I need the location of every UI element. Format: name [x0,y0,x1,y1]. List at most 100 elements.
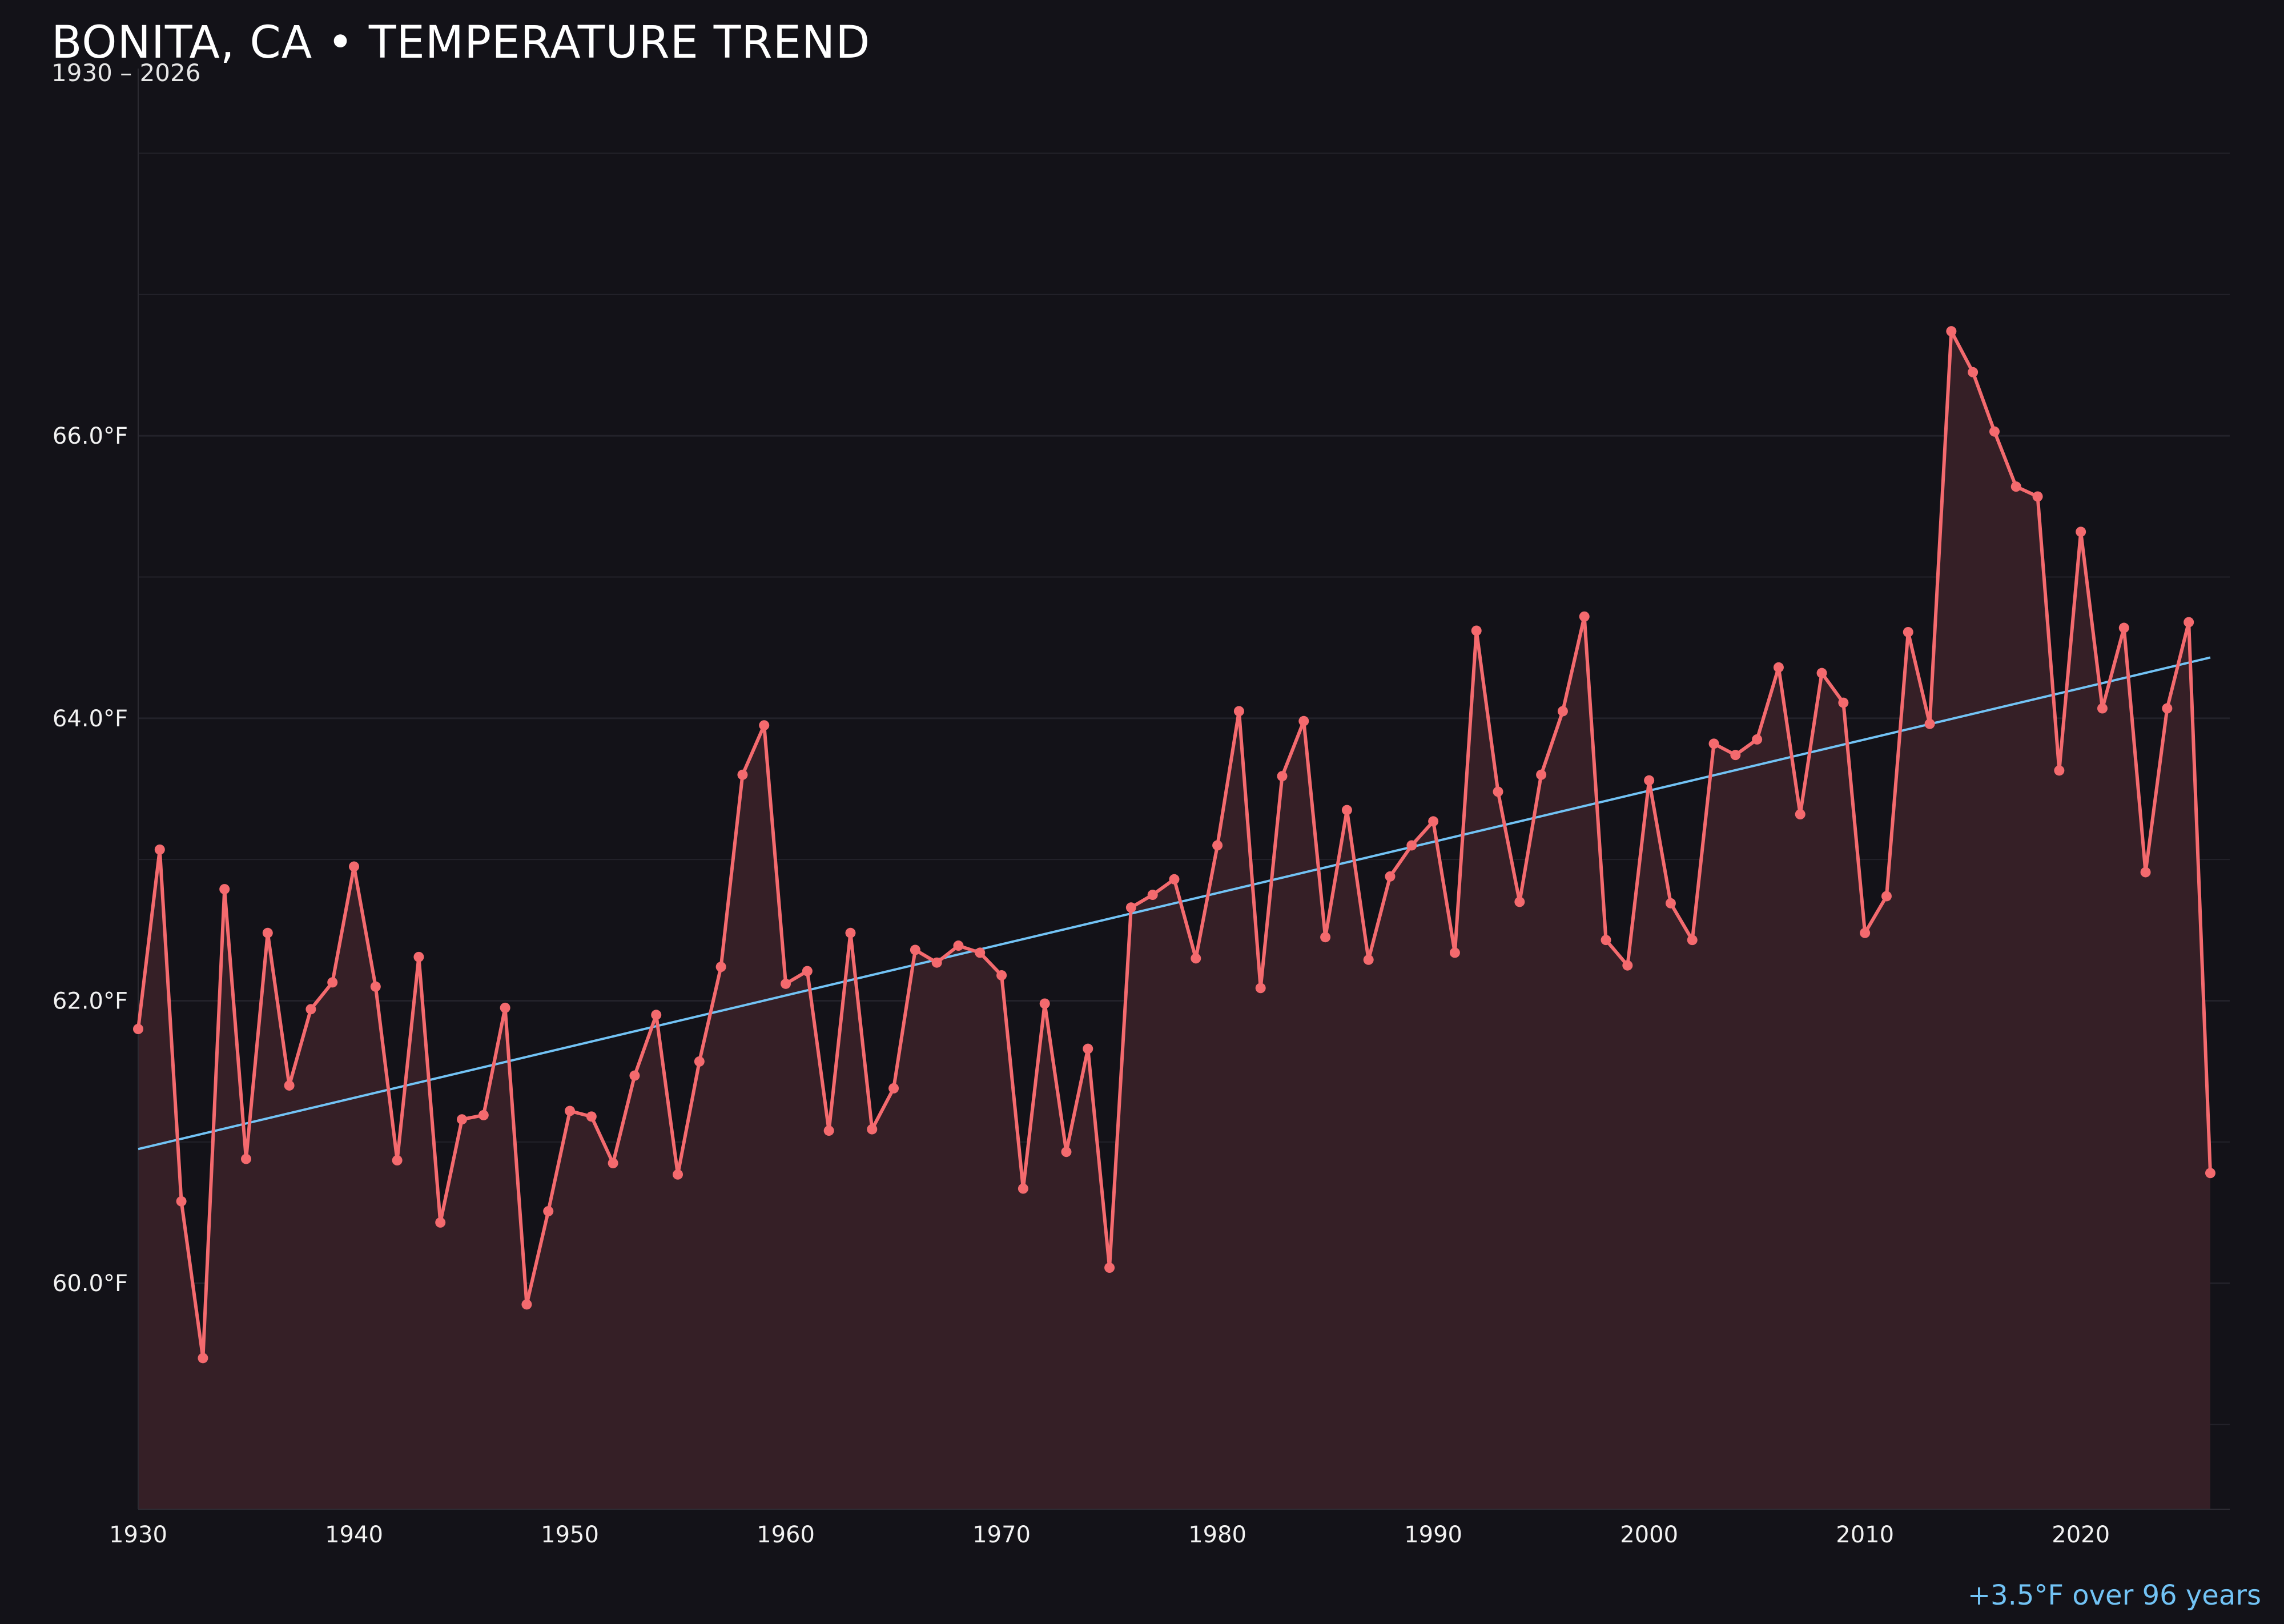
data-point-1951 [586,1111,597,1122]
data-point-1960 [781,978,791,989]
data-point-1974 [1083,1043,1093,1054]
x-tick-label: 1970 [972,1522,1031,1548]
data-point-1945 [457,1114,468,1125]
data-point-2025 [2184,617,2194,628]
area-fill [138,331,2210,1510]
data-point-1955 [673,1169,683,1180]
data-point-1998 [1601,935,1611,946]
x-tick-label: 1940 [325,1522,383,1548]
data-point-2023 [2140,867,2151,878]
data-point-1994 [1514,897,1525,907]
data-point-1983 [1277,771,1288,782]
data-point-1938 [305,1004,316,1015]
data-point-1954 [651,1010,662,1020]
data-point-2018 [2032,491,2043,502]
data-point-1989 [1406,840,1417,851]
data-point-1976 [1125,902,1136,913]
data-point-1959 [759,720,770,731]
data-point-1988 [1385,871,1396,882]
trend-annotation: +3.5°F over 96 years [1967,1579,2261,1611]
data-point-1987 [1363,954,1374,965]
data-point-2000 [1644,775,1655,786]
data-point-2016 [1989,426,2000,437]
data-point-2006 [1773,662,1784,673]
data-point-1947 [500,1002,510,1013]
data-point-2001 [1665,898,1676,909]
chart-subtitle: 1930 – 2026 [51,59,201,87]
data-point-1934 [219,884,230,895]
data-point-1970 [996,970,1007,981]
data-point-2022 [2118,622,2129,633]
y-tick-label: 60.0°F [53,1271,128,1297]
data-point-1991 [1449,947,1460,958]
trendline [138,656,2211,1151]
axes [138,69,2230,1510]
data-point-1978 [1169,874,1180,885]
x-tick-label: 1990 [1404,1522,1462,1548]
data-point-2017 [2010,481,2021,492]
x-tick-label: 2010 [1836,1522,1894,1548]
data-point-1931 [154,844,165,855]
data-point-2007 [1795,809,1806,820]
data-point-1962 [823,1125,834,1136]
data-point-2015 [1968,367,1979,377]
data-point-1982 [1255,983,1266,994]
data-point-2004 [1730,750,1741,761]
data-point-1930 [133,1024,143,1034]
data-point-1964 [867,1124,878,1135]
chart-title: BONITA, CA • TEMPERATURE TREND [51,17,871,69]
data-point-1941 [370,981,381,992]
data-point-1995 [1536,769,1547,780]
data-point-1953 [629,1070,640,1081]
data-point-2024 [2162,703,2173,714]
data-point-2020 [2076,526,2086,537]
data-point-1985 [1320,932,1331,943]
data-point-1986 [1341,805,1352,815]
data-point-1972 [1039,998,1050,1009]
data-point-1993 [1493,786,1503,797]
data-point-1950 [565,1106,576,1116]
area-under-line [138,331,2210,1510]
data-point-2008 [1816,668,1827,678]
data-point-1968 [953,940,964,951]
data-point-1935 [241,1153,252,1164]
data-point-2021 [2097,703,2108,714]
data-point-2010 [1860,927,1871,938]
data-point-1966 [910,944,920,955]
data-point-1963 [845,927,856,938]
data-point-1971 [1018,1183,1028,1194]
x-axis-ticks: 1930 1940 1950 1960 1970 1980 1990 2000 2010 2020 [109,1522,2110,1548]
data-point-1990 [1428,816,1439,827]
data-point-1984 [1298,715,1309,726]
data-point-2019 [2054,765,2065,776]
y-tick-label: 62.0°F [53,988,128,1015]
data-point-1948 [521,1299,532,1310]
data-point-1944 [435,1217,446,1228]
data-points [133,326,2215,1364]
data-point-1952 [608,1157,618,1168]
data-point-1975 [1104,1263,1115,1273]
data-point-1939 [327,977,338,988]
data-point-2014 [1946,326,1957,337]
data-point-1946 [478,1110,489,1120]
trendline-layer [138,656,2211,1151]
data-point-1996 [1557,706,1568,717]
data-point-1957 [715,962,726,972]
data-point-1973 [1061,1147,1072,1157]
data-point-1981 [1233,706,1244,717]
data-point-2026 [2205,1168,2215,1179]
data-point-1949 [543,1206,554,1217]
x-tick-label: 1950 [541,1522,599,1548]
data-point-1933 [198,1353,208,1364]
data-point-2013 [1924,718,1935,729]
x-tick-label: 1980 [1188,1522,1246,1548]
data-point-1940 [349,861,360,872]
y-tick-label: 64.0°F [53,706,128,732]
data-point-1942 [392,1155,403,1166]
x-tick-label: 1960 [757,1522,815,1548]
data-point-1969 [975,947,986,958]
data-point-2012 [1903,626,1913,637]
data-point-2002 [1687,935,1698,946]
